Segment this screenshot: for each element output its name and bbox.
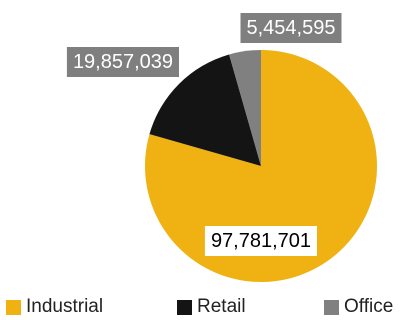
svg-text:19,857,039: 19,857,039 bbox=[73, 51, 173, 73]
legend-label-retail: Retail bbox=[197, 296, 246, 317]
data-label-office: 5,454,595 bbox=[240, 13, 342, 43]
legend-item-industrial[interactable]: Industrial bbox=[6, 296, 103, 318]
svg-text:97,781,701: 97,781,701 bbox=[211, 230, 311, 252]
pie-slice-retail[interactable] bbox=[149, 54, 261, 166]
legend-item-office[interactable]: Office bbox=[324, 296, 393, 318]
pie-slice-industrial[interactable] bbox=[145, 50, 378, 282]
data-label-retail: 19,857,039 bbox=[66, 47, 179, 77]
chart-legend: Industrial Retail Office bbox=[0, 296, 417, 318]
legend-label-industrial: Industrial bbox=[26, 296, 104, 317]
data-label-industrial: 97,781,701 bbox=[204, 226, 317, 256]
svg-text:5,454,595: 5,454,595 bbox=[247, 17, 336, 39]
legend-swatch-office bbox=[324, 299, 339, 315]
legend-item-retail[interactable]: Retail bbox=[177, 296, 246, 318]
legend-swatch-retail bbox=[177, 299, 192, 315]
legend-label-office: Office bbox=[344, 296, 394, 317]
pie-slice-office[interactable] bbox=[229, 50, 261, 166]
legend-swatch-industrial bbox=[6, 299, 21, 315]
